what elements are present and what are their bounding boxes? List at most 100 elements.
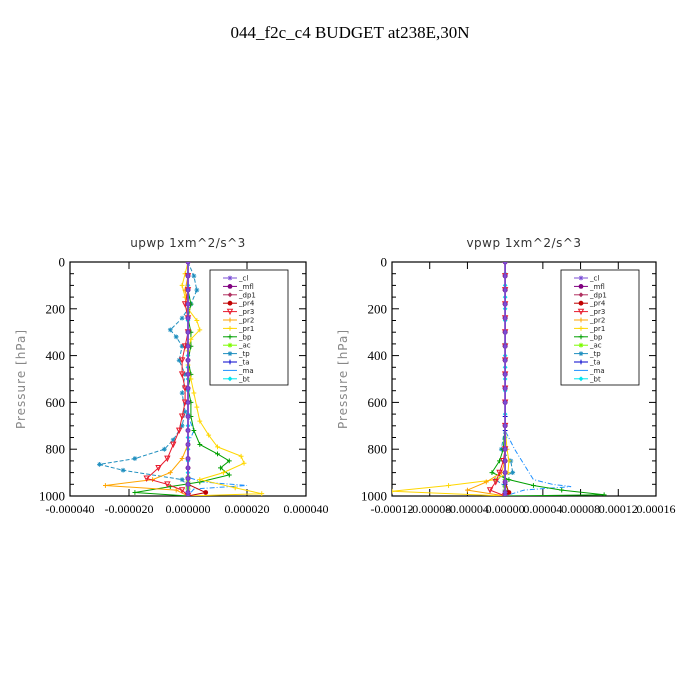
panel-title: vpwp 1xm^2/s^3	[466, 236, 581, 250]
point-pr3	[178, 357, 186, 364]
point-cl	[502, 400, 508, 405]
y-tick-label: 1000	[361, 489, 387, 504]
point-cl	[502, 287, 508, 293]
legend-label: _pr1	[589, 325, 605, 333]
legend-label: _pr4	[238, 300, 255, 308]
x-tick-label: 0.00008	[561, 502, 600, 516]
y-tick-label: 200	[368, 301, 388, 316]
legend-marker	[578, 342, 584, 348]
point-cl	[502, 357, 508, 363]
point-pr1	[197, 418, 203, 424]
point-cl	[185, 301, 191, 307]
legend-label: _ta	[589, 359, 601, 367]
point-bp	[132, 490, 138, 495]
point-cl	[502, 343, 508, 349]
point-pr3	[178, 413, 186, 420]
legend-label: _bt	[238, 375, 250, 383]
point-tp	[182, 371, 188, 377]
point-pr1	[221, 470, 226, 475]
legend-box	[209, 269, 289, 386]
point-tp	[162, 446, 167, 452]
point-bp	[215, 451, 220, 457]
point-pr1	[179, 283, 185, 288]
point-bp	[218, 465, 223, 471]
point-pr3	[492, 479, 499, 486]
point-pr4	[203, 490, 209, 495]
y-tick-label: 0	[59, 255, 66, 270]
point-bp	[497, 458, 502, 464]
point-pr1	[206, 432, 212, 438]
point-cl	[502, 423, 508, 429]
legend-label: _pr3	[589, 308, 605, 316]
point-cl	[185, 262, 191, 265]
point-tp	[179, 390, 185, 396]
legend-label: _tp	[589, 350, 601, 358]
point-pr2	[465, 487, 470, 493]
point-cl	[185, 456, 191, 461]
point-cl	[185, 385, 191, 391]
y-tick-label: 0	[381, 255, 388, 270]
point-cl	[185, 357, 191, 363]
point-cl	[502, 262, 508, 265]
point-cl	[502, 315, 508, 321]
y-tick-label: 1000	[39, 489, 65, 504]
point-pr1	[197, 327, 203, 333]
point-cl	[502, 273, 508, 279]
panel-title: upwp 1xm^2/s^3	[130, 236, 246, 250]
legend-marker	[578, 300, 584, 306]
point-cl	[185, 465, 191, 471]
point-tp	[170, 437, 176, 443]
y-tick-label: 600	[368, 395, 388, 410]
point-bp	[601, 492, 607, 496]
point-tp	[182, 409, 188, 415]
point-tp	[191, 273, 197, 279]
point-pr2	[167, 470, 173, 475]
point-pr3	[175, 427, 183, 434]
figure-title: 044_f2c_c4 BUDGET at238E,30N	[230, 23, 469, 42]
legend-label: _pr1	[238, 325, 254, 333]
legend-marker	[578, 292, 584, 298]
point-bp	[506, 477, 512, 483]
point-cl	[502, 458, 508, 464]
point-cl	[185, 442, 191, 447]
series-group	[97, 262, 265, 496]
legend-marker	[227, 351, 233, 356]
point-pr1	[188, 336, 194, 342]
point-bp	[559, 487, 565, 493]
point-cl	[185, 493, 191, 496]
x-tick-label: 0.00016	[637, 502, 676, 516]
point-pr3	[178, 371, 186, 378]
x-tick-label: 0.00000	[486, 502, 525, 516]
legend-label: _bp	[589, 333, 603, 341]
series-group	[392, 262, 607, 496]
point-tp	[194, 287, 200, 293]
legend-marker	[578, 376, 584, 382]
point-pr3	[496, 469, 503, 477]
legend-label: _pr3	[238, 308, 254, 316]
point-cl	[185, 428, 191, 433]
panel-vpwp: vpwp 1xm^2/s^3 Pressure [hPa] 0 200 400 600 80…	[336, 236, 676, 516]
point-tp	[173, 334, 179, 340]
point-bp	[489, 470, 495, 475]
point-tp	[132, 456, 138, 461]
x-tick-label: 0.000020	[225, 502, 270, 516]
legend-label: _dp1	[589, 291, 607, 299]
point-cl	[502, 329, 508, 335]
legend-label: _pr2	[589, 317, 605, 325]
legend-marker	[227, 342, 233, 348]
point-tp	[120, 467, 126, 473]
point-pr1	[241, 460, 247, 466]
legend-marker	[578, 284, 584, 289]
legend-label: _ma	[589, 367, 605, 375]
legend-marker	[578, 351, 584, 356]
point-bp	[226, 472, 232, 478]
point-pr2	[179, 456, 185, 461]
legend: _cl_mfl_dp1_pr4_pr3_pr2_pr1_bp_ac_tp_ta_…	[560, 269, 640, 386]
point-cl	[185, 400, 191, 405]
point-tp	[510, 470, 516, 475]
point-cl	[502, 371, 508, 377]
legend-label: _mfl	[589, 283, 605, 291]
series-line-pr2	[105, 262, 189, 496]
legend-label: _pr2	[238, 317, 254, 325]
